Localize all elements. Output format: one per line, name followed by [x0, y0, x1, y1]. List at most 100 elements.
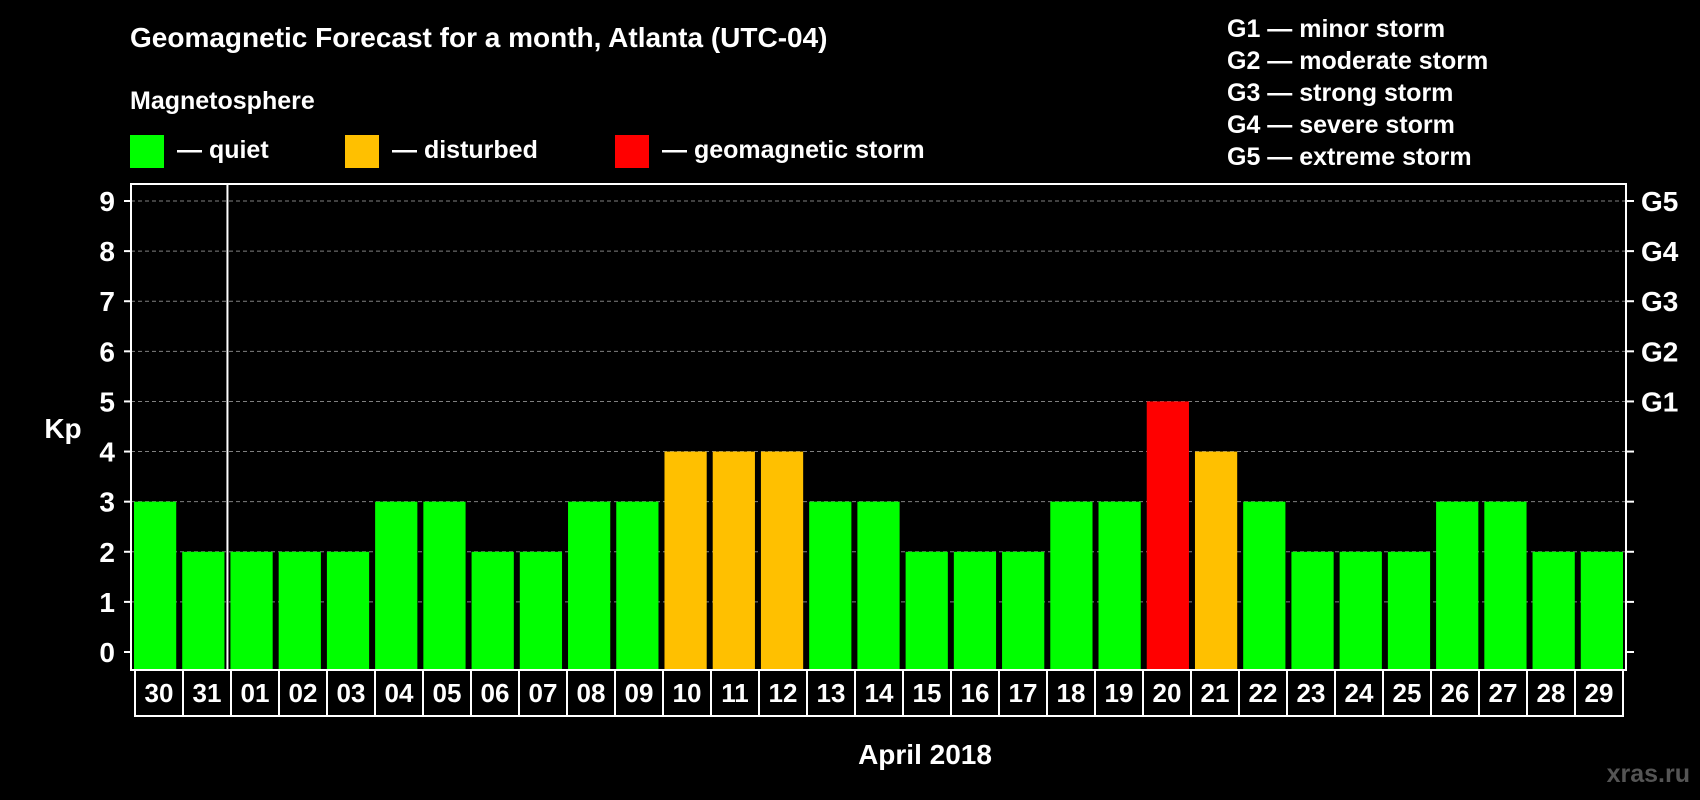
x-tick-label: 19 [1105, 678, 1134, 708]
x-tick-label: 29 [1585, 678, 1614, 708]
x-tick-label: 17 [1009, 678, 1038, 708]
x-tick-label: 23 [1297, 678, 1326, 708]
storm-scale-item: G5 — extreme storm [1227, 143, 1472, 171]
x-tick-label: 16 [961, 678, 990, 708]
bar [1291, 551, 1334, 669]
x-tick-label: 02 [289, 678, 318, 708]
x-tick-label: 27 [1489, 678, 1518, 708]
y-axis-left: 0 1 2 3 4 5 6 7 8 9 [99, 186, 131, 668]
x-tick-label: 04 [385, 678, 414, 708]
x-axis-cells-frame [134, 669, 1624, 717]
storm-level-label: G4 [1641, 236, 1679, 267]
legend-swatch [615, 135, 649, 168]
x-tick-label: 10 [673, 678, 702, 708]
x-tick-label: 24 [1345, 678, 1374, 708]
y-tick-label: 0 [99, 637, 115, 668]
legend-swatch [130, 135, 164, 168]
storm-level-label: G5 [1641, 186, 1678, 217]
x-tick-label: 01 [241, 678, 270, 708]
x-tick-label: 06 [481, 678, 510, 708]
storm-scale-legend: G1 — minor storm G2 — moderate storm G3 — … [1227, 15, 1488, 171]
y-tick-label: 7 [99, 286, 115, 317]
bar [375, 501, 418, 669]
bar [182, 551, 225, 669]
x-axis-label: April 2018 [858, 739, 992, 770]
x-tick-label: 20 [1153, 678, 1182, 708]
bar [1194, 451, 1238, 669]
storm-scale-item: G4 — severe storm [1227, 111, 1455, 139]
bar [760, 451, 804, 669]
x-tick-label: 13 [817, 678, 846, 708]
bar [423, 501, 466, 669]
storm-scale-item: G1 — minor storm [1227, 15, 1445, 43]
x-tick-label: 11 [721, 678, 749, 708]
bar [326, 551, 370, 669]
y-tick-label: 2 [99, 537, 115, 568]
bar [712, 451, 755, 669]
x-tick-label: 30 [145, 678, 174, 708]
y-tick-label: 3 [99, 487, 115, 518]
x-tick-label: 26 [1441, 678, 1470, 708]
bar [1580, 551, 1623, 669]
x-tick-label: 03 [337, 678, 366, 708]
legend-label: — quiet [177, 136, 269, 164]
storm-level-label: G2 [1641, 336, 1678, 367]
bar [616, 501, 659, 669]
legend-heading: Magnetosphere [130, 87, 315, 115]
bar [1002, 551, 1045, 669]
storm-scale-item: G3 — strong storm [1227, 79, 1453, 107]
bar [1484, 501, 1527, 669]
x-tick-label: 08 [577, 678, 606, 708]
x-tick-label: 15 [913, 678, 942, 708]
x-tick-label: 28 [1537, 678, 1566, 708]
x-tick-label: 07 [529, 678, 558, 708]
x-tick-label: 09 [625, 678, 654, 708]
bar [134, 501, 177, 669]
bar [1339, 551, 1382, 669]
legend: — quiet — disturbed — geomagnetic storm [130, 135, 925, 168]
legend-label: — geomagnetic storm [662, 136, 925, 164]
storm-level-label: G1 [1641, 386, 1678, 417]
y-tick-label: 8 [99, 236, 115, 267]
y-tick-label: 4 [99, 437, 115, 468]
y-tick-label: 6 [99, 336, 115, 367]
y-tick-label: 5 [99, 386, 115, 417]
legend-swatch [345, 135, 379, 168]
y-axis-right: G1 G2 G3 G4 G5 [1626, 186, 1679, 653]
x-tick-label: 14 [865, 678, 894, 708]
chart-title: Geomagnetic Forecast for a month, Atlant… [130, 22, 828, 53]
bar [230, 551, 273, 669]
y-axis-label: Kp [44, 413, 81, 444]
x-tick-label: 21 [1201, 678, 1230, 708]
x-tick-label: 05 [433, 678, 462, 708]
x-tick-label: 31 [193, 678, 222, 708]
legend-label: — disturbed [392, 136, 538, 164]
storm-level-label: G3 [1641, 286, 1678, 317]
watermark: xras.ru [1607, 760, 1690, 788]
bar [809, 501, 852, 669]
bar [905, 551, 948, 669]
y-tick-label: 9 [99, 186, 115, 217]
bar [1243, 501, 1286, 669]
bar [1050, 501, 1093, 669]
bar [278, 551, 321, 669]
storm-scale-item: G2 — moderate storm [1227, 47, 1488, 75]
bar [1532, 551, 1575, 669]
x-tick-label: 18 [1057, 678, 1086, 708]
bar [857, 501, 900, 669]
y-tick-label: 1 [99, 587, 115, 618]
x-tick-label: 12 [769, 678, 798, 708]
bar [519, 551, 563, 669]
bar [1436, 501, 1479, 669]
bar [953, 551, 997, 669]
x-tick-label: 25 [1393, 678, 1422, 708]
bars [134, 401, 1623, 669]
bar [1098, 501, 1141, 669]
x-tick-label: 22 [1249, 678, 1278, 708]
bar [1146, 401, 1189, 669]
bar [471, 551, 514, 669]
bar [568, 501, 611, 669]
bar [664, 451, 707, 669]
x-axis-day-cells: 30 31 01 02 03 04 05 06 07 08 09 10 11 12 13 14 15 16 17 18… [134, 669, 1624, 717]
